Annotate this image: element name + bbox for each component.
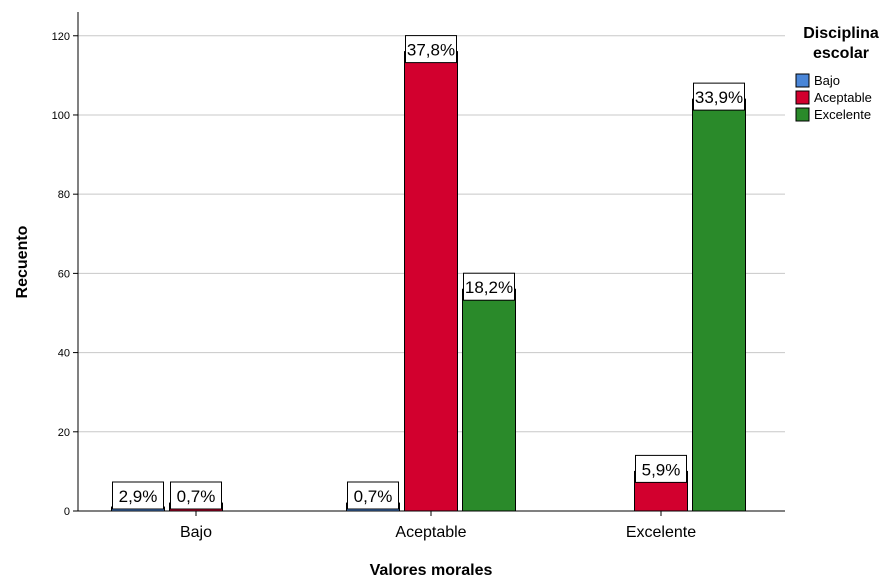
- data-label: 33,9%: [693, 82, 745, 111]
- x-category-labels: Bajo Aceptable Excelente: [180, 511, 696, 541]
- data-label-box: [347, 481, 399, 510]
- legend: Disciplina escolar Bajo Aceptable Excelent…: [795, 25, 879, 122]
- legend-title-line-2: escolar: [813, 45, 869, 62]
- legend-label-excelente: Excelente: [814, 107, 871, 122]
- y-tick-label: 80: [58, 189, 70, 201]
- bar-excelente-aceptable: [462, 288, 516, 512]
- data-label-text: 2,9%: [119, 487, 158, 506]
- x-category-label: Bajo: [180, 524, 212, 541]
- x-category-label: Excelente: [626, 524, 696, 541]
- data-label-box: [170, 481, 222, 510]
- y-tick-label: 0: [64, 506, 70, 518]
- legend-label-bajo: Bajo: [814, 73, 840, 88]
- y-axis-title: Recuento: [14, 225, 31, 298]
- data-label-box: [635, 454, 687, 483]
- data-label: 5,9%: [635, 454, 687, 483]
- data-label-box: [112, 481, 164, 510]
- data-label: 0,7%: [170, 481, 222, 510]
- legend-items: Bajo Aceptable Excelente: [795, 73, 872, 122]
- data-label-box: [463, 272, 515, 301]
- bar-aceptable-aceptable: [404, 51, 458, 512]
- data-label: 37,8%: [405, 35, 457, 64]
- data-label: 0,7%: [347, 481, 399, 510]
- data-label-text: 33,9%: [695, 88, 743, 107]
- y-ticks: 0 20 40 60 80 100 120: [52, 31, 78, 518]
- y-tick-label: 20: [58, 427, 70, 439]
- x-axis-title: Valores morales: [370, 562, 493, 579]
- data-label-text: 0,7%: [177, 487, 216, 506]
- data-label: 2,9%: [112, 481, 164, 510]
- data-label-text: 37,8%: [407, 41, 455, 60]
- y-tick-label: 60: [58, 268, 70, 280]
- legend-swatch-aceptable: [795, 90, 810, 105]
- y-tick-label: 100: [52, 110, 70, 122]
- y-tick-label: 120: [52, 31, 70, 43]
- data-label-text: 5,9%: [642, 460, 681, 479]
- y-tick-label: 40: [58, 348, 70, 360]
- x-category-label: Aceptable: [395, 524, 466, 541]
- legend-swatch-bajo: [795, 73, 810, 88]
- legend-label-aceptable: Aceptable: [814, 90, 872, 105]
- legend-swatch-excelente: [795, 107, 810, 122]
- bars: [111, 51, 746, 512]
- legend-title-line-1: Disciplina: [803, 25, 879, 42]
- data-label-box: [693, 82, 745, 111]
- data-label-box: [405, 35, 457, 64]
- bar-excelente-excelente: [692, 98, 746, 512]
- data-label: 18,2%: [463, 272, 515, 301]
- data-label-text: 18,2%: [465, 278, 513, 297]
- data-label-text: 0,7%: [354, 487, 393, 506]
- data-labels: 2,9% 0,7% 0,7% 37,8% 18,2% 5,9% 33,9%: [112, 35, 745, 510]
